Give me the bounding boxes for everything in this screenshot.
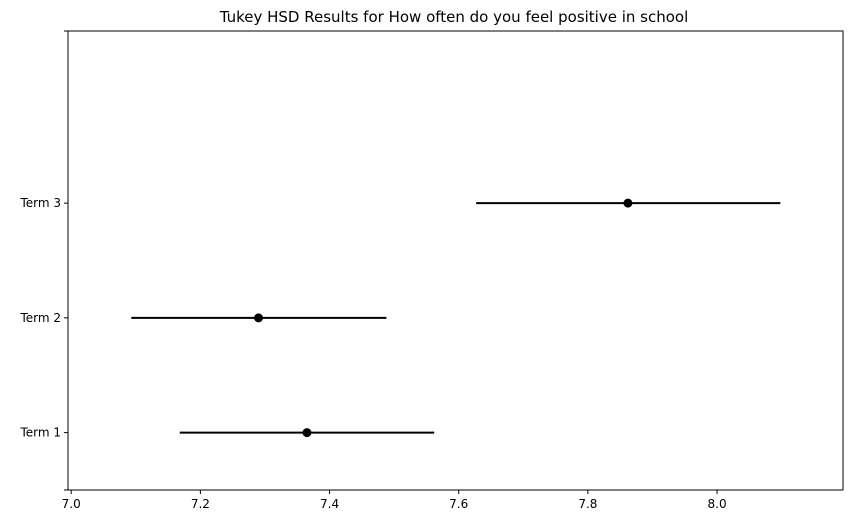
y-tick-label: Term 1	[19, 426, 61, 440]
x-tick-label: 7.8	[578, 497, 597, 511]
x-tick-label: 7.6	[449, 497, 468, 511]
mean-point	[302, 428, 312, 438]
y-tick-label: Term 3	[19, 196, 61, 210]
x-tick-label: 7.0	[62, 497, 81, 511]
chart-title: Tukey HSD Results for How often do you f…	[219, 8, 689, 26]
chart-marks: 7.0 7.2 7.4 7.6 7.8 8.0 Term 1 Term 2 Term 3	[19, 30, 781, 511]
mean-point	[623, 198, 633, 208]
x-tick-label: 7.4	[320, 497, 339, 511]
y-tick-label: Term 2	[19, 311, 61, 325]
x-tick-label: 8.0	[708, 497, 727, 511]
x-tick-label: 7.2	[191, 497, 210, 511]
plot-area-frame	[67, 30, 844, 491]
mean-point	[254, 313, 264, 323]
